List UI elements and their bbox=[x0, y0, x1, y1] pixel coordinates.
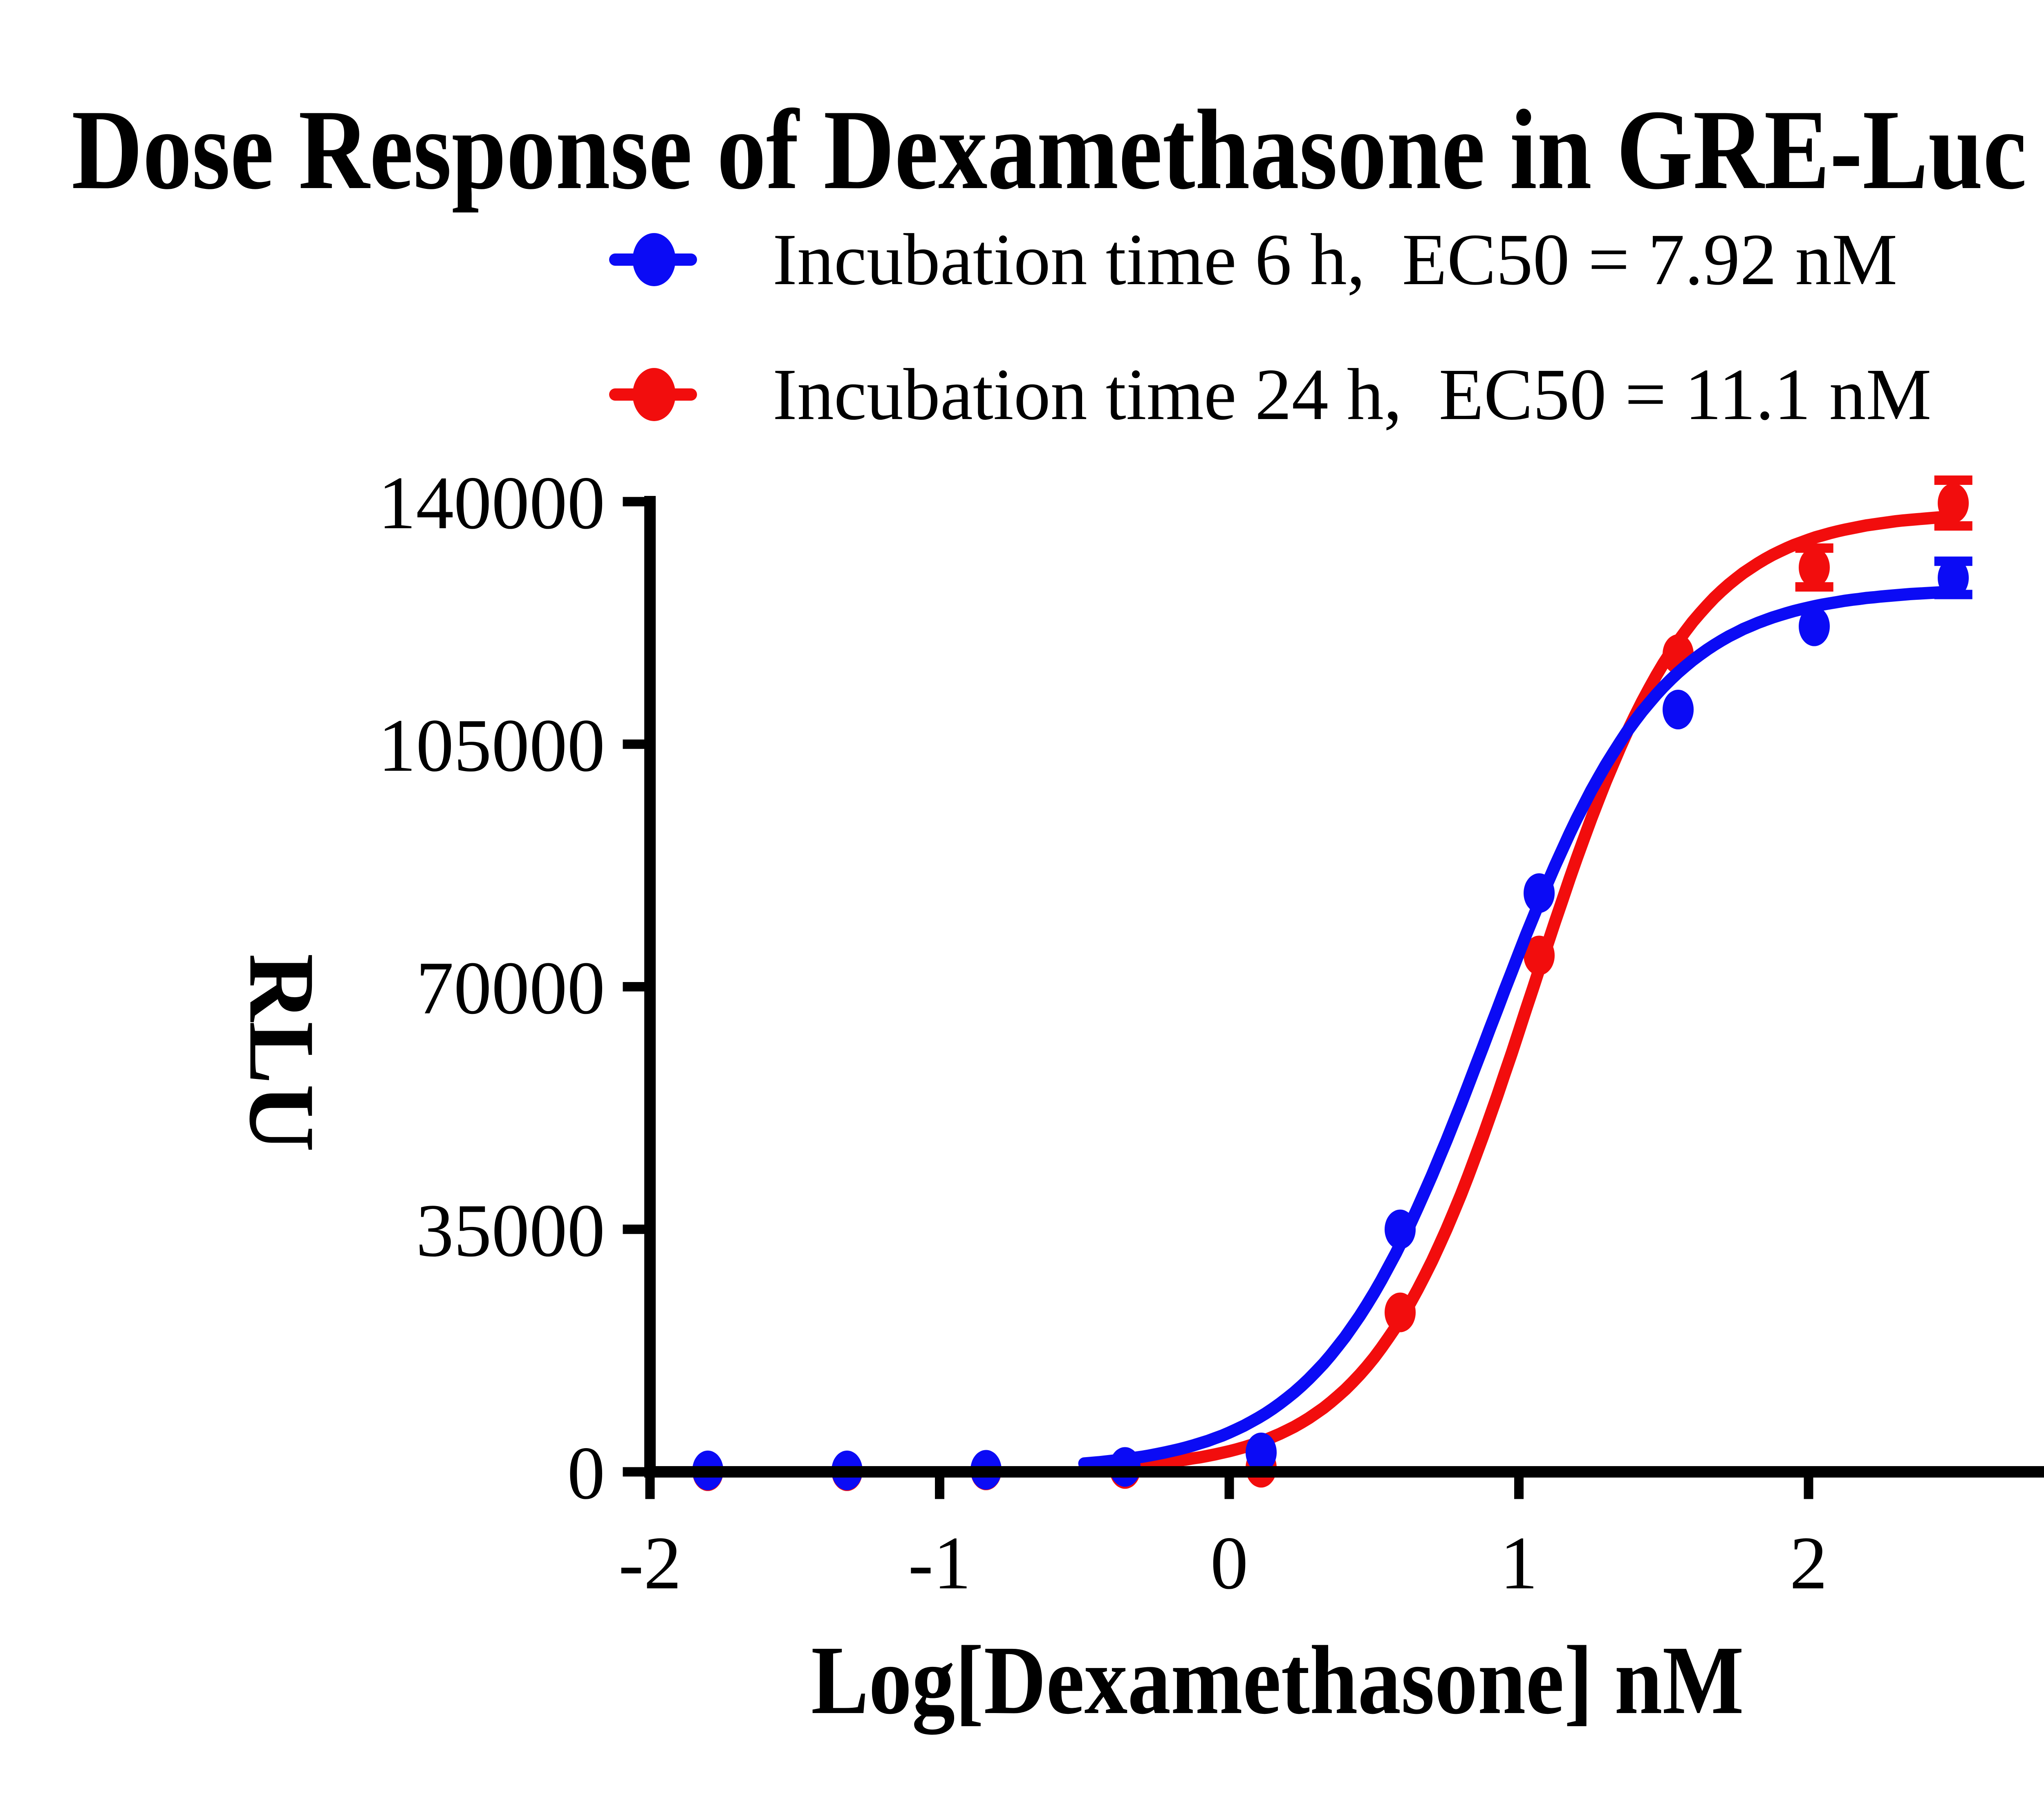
data-point-24h bbox=[1524, 935, 1555, 975]
legend-item-6h: Incubation time 6 h, EC50 = 7.92 nM bbox=[0, 209, 2044, 311]
data-point-24h bbox=[1938, 483, 1969, 523]
fit-curve-6h bbox=[1078, 585, 1959, 1470]
x-tick-label: 1 bbox=[1500, 1521, 1538, 1605]
y-tick-label: 35000 bbox=[416, 1189, 605, 1273]
data-point-24h bbox=[1799, 547, 1830, 588]
legend-line-marker-6h bbox=[609, 233, 697, 286]
x-tick-label: 2 bbox=[1790, 1521, 1828, 1605]
chart-title: Dose Response of Dexamethasone in GRE-Lu… bbox=[72, 88, 2027, 215]
legend-item-24h: Incubation time 24 h, EC50 = 11.1 nM bbox=[0, 343, 2044, 446]
legend-dot-icon-24h bbox=[632, 368, 675, 421]
y-tick-label: 140000 bbox=[378, 461, 605, 545]
y-tick-label: 0 bbox=[567, 1431, 605, 1515]
y-tick-label: 105000 bbox=[378, 704, 605, 787]
fit-curve-24h bbox=[1078, 510, 1959, 1474]
x-tick-label: -2 bbox=[619, 1521, 681, 1605]
data-point-6h bbox=[1938, 558, 1969, 598]
data-point-6h bbox=[1524, 873, 1555, 913]
x-tick-label: 0 bbox=[1210, 1521, 1248, 1605]
legend-line-marker-24h bbox=[609, 368, 697, 421]
data-point-6h bbox=[1385, 1209, 1416, 1249]
data-point-6h bbox=[1246, 1433, 1277, 1472]
legend-dot-icon-6h bbox=[632, 233, 675, 286]
x-axis-title: Log[Dexamethasone] nM bbox=[811, 1627, 1744, 1736]
x-tick-label: -1 bbox=[908, 1521, 971, 1605]
data-point-6h bbox=[1663, 690, 1694, 729]
legend-label-6h: Incubation time 6 h, EC50 = 7.92 nM bbox=[773, 219, 1898, 300]
data-point-24h bbox=[1385, 1292, 1416, 1332]
data-point-6h bbox=[1799, 606, 1830, 646]
y-tick-label: 70000 bbox=[416, 946, 605, 1030]
legend-label-24h: Incubation time 24 h, EC50 = 11.1 nM bbox=[773, 354, 1932, 435]
